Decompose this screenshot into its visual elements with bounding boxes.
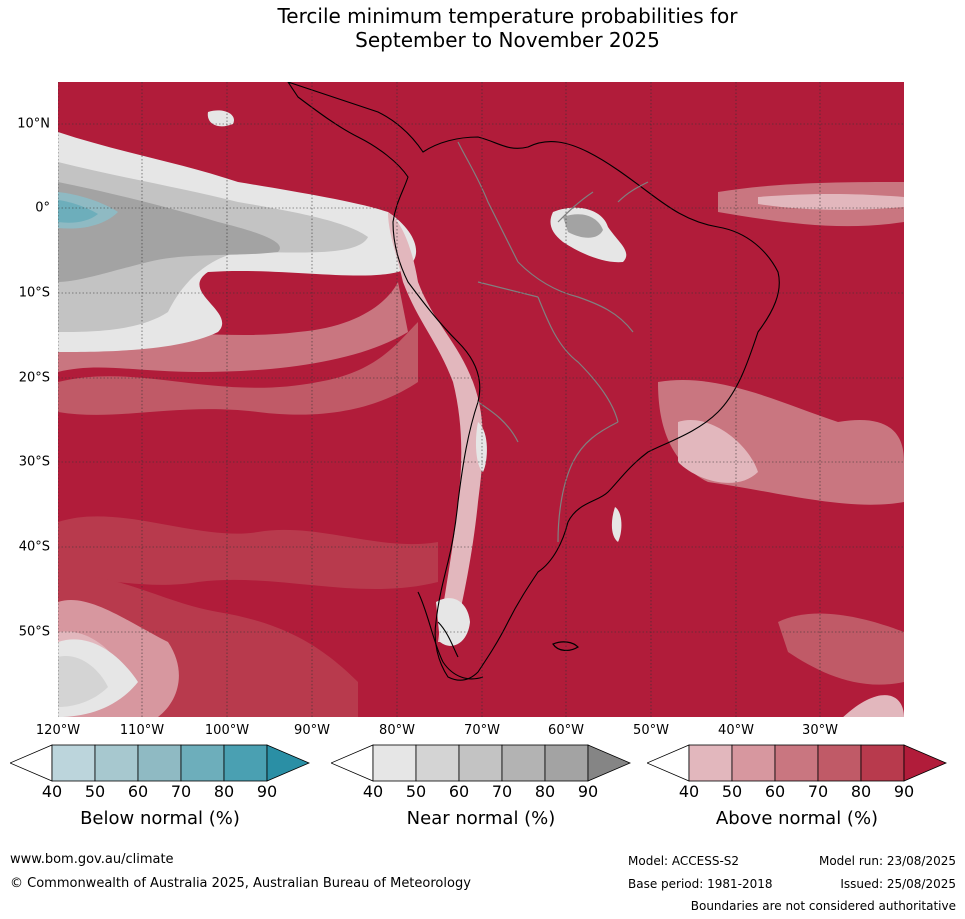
colorbar-below-segment [223, 744, 268, 782]
chart-title: Tercile minimum temperature probabilitie… [0, 4, 965, 52]
colorbar-near-tick: 40 [362, 782, 384, 801]
lon-label-30w: 30°W [802, 723, 838, 738]
lat-label-30s: 30°S [18, 454, 50, 470]
lon-label-60w: 60°W [548, 723, 584, 738]
issued-text: Issued: 25/08/2025 [840, 877, 956, 891]
lat-label-0: 0° [35, 200, 50, 216]
colorbar-above-tick: 50 [721, 782, 743, 801]
colorbar-near-tick: 60 [448, 782, 470, 801]
southwest-near-normal [58, 639, 138, 717]
colorbar-near-max-extension [587, 744, 631, 782]
colorbar-above-segment [688, 744, 733, 782]
colorbar-above-max-extension [903, 744, 947, 782]
colorbar-below-tick: 80 [213, 782, 235, 801]
title-line-1: Tercile minimum temperature probabilitie… [277, 4, 738, 28]
colorbar-above-normal [647, 744, 947, 782]
lon-label-80w: 80°W [379, 723, 415, 738]
colorbar-label-below: Below normal (%) [80, 808, 240, 829]
colorbar-below-segment [137, 744, 182, 782]
colorbar-near-tick: 70 [491, 782, 513, 801]
lon-label-90w: 90°W [294, 723, 330, 738]
gridlines [58, 82, 904, 717]
colorbar-below-tick: 70 [170, 782, 192, 801]
title-line-2: September to November 2025 [355, 28, 660, 52]
colorbar-below-segment [51, 744, 96, 782]
colorbar-above-tick: 90 [893, 782, 915, 801]
colorbar-below-tick: 90 [256, 782, 278, 801]
colorbar-below-tick: 40 [41, 782, 63, 801]
colorbar-above-tick: 60 [764, 782, 786, 801]
amazon-near-normal [207, 110, 627, 263]
lon-label-50w: 50°W [633, 723, 669, 738]
colorbar-above-segment [860, 744, 905, 782]
copyright-text: © Commonwealth of Australia 2025, Austra… [10, 876, 471, 891]
website-link[interactable]: www.bom.gov.au/climate [10, 852, 174, 867]
lat-label-20s: 20°S [18, 370, 50, 386]
coastline [287, 82, 780, 681]
colorbar-above-tick: 70 [807, 782, 829, 801]
falkland-islands [552, 641, 579, 651]
colorbar-label-above: Above normal (%) [715, 808, 879, 829]
colorbar-below-tick: 60 [127, 782, 149, 801]
lat-label-40s: 40°S [18, 539, 50, 555]
lat-label-10n: 10°N [17, 116, 50, 132]
colorbar-near-tick: 50 [405, 782, 427, 801]
disclaimer-text: Boundaries are not considered authoritat… [690, 899, 956, 913]
colorbar-below-normal [10, 744, 310, 782]
colorbar-near-normal [331, 744, 631, 782]
lon-label-70w: 70°W [464, 723, 500, 738]
colorbar-above-tick: 40 [678, 782, 700, 801]
colorbar-below-segment [94, 744, 139, 782]
colorbar-near-segment [458, 744, 503, 782]
colorbar-below-max-extension [266, 744, 310, 782]
lat-label-50s: 50°S [18, 624, 50, 640]
model-text: Model: ACCESS-S2 [628, 854, 740, 868]
lat-label-10s: 10°S [18, 285, 50, 301]
model-run-text: Model run: 23/08/2025 [818, 854, 956, 868]
colorbar-below-segment [180, 744, 225, 782]
colorbar-near-segment [501, 744, 546, 782]
base-period-text: Base period: 1981-2018 [628, 877, 773, 891]
andes-near-normal [388, 212, 622, 646]
colorbar-above-min-extension [647, 744, 690, 782]
colorbar-near-segment [544, 744, 589, 782]
colorbar-near-segment [415, 744, 460, 782]
near-normal-region [58, 132, 417, 352]
colorbar-below-tick: 50 [84, 782, 106, 801]
colorbar-near-segment [372, 744, 417, 782]
colorbar-below-min-extension [10, 744, 53, 782]
colorbar-above-tick: 80 [850, 782, 872, 801]
above-normal-patches [58, 182, 904, 717]
colorbar-above-segment [817, 744, 862, 782]
colorbar-above-segment [774, 744, 819, 782]
colorbar-near-min-extension [331, 744, 374, 782]
lon-label-100w: 100°W [204, 723, 250, 738]
lon-label-110w: 110°W [119, 723, 165, 738]
colorbar-above-segment [731, 744, 776, 782]
probability-map [58, 82, 904, 717]
lon-label-120w: 120°W [35, 723, 81, 738]
colorbar-near-tick: 80 [534, 782, 556, 801]
lon-label-40w: 40°W [718, 723, 754, 738]
colorbar-near-tick: 90 [577, 782, 599, 801]
colorbar-label-near: Near normal (%) [406, 808, 556, 829]
